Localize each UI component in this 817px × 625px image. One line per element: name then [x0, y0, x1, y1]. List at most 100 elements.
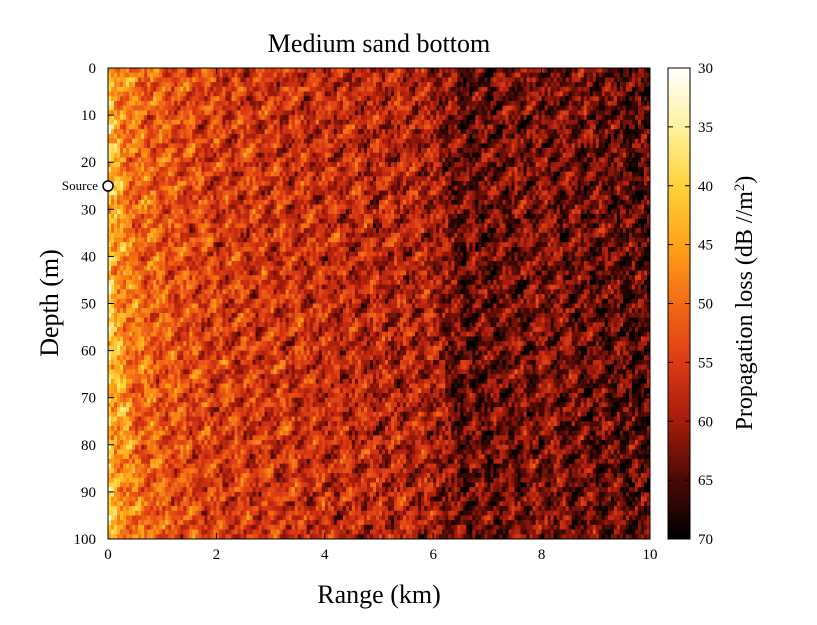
heatmap-cell	[508, 115, 513, 121]
heatmap-cell	[129, 119, 133, 126]
heatmap-cell	[637, 82, 642, 88]
heatmap-cell	[207, 82, 211, 88]
heatmap-cell	[646, 171, 650, 177]
heatmap-cell	[475, 100, 479, 107]
heatmap-cell	[132, 105, 136, 111]
heatmap-cell	[451, 181, 455, 187]
heatmap-cell	[583, 96, 588, 102]
heatmap-cell	[574, 176, 579, 182]
heatmap-cell	[484, 110, 488, 116]
heatmap-cell	[291, 185, 296, 192]
heatmap-cell	[538, 143, 543, 149]
heatmap-cell	[496, 129, 501, 135]
heatmap-cell	[234, 171, 239, 177]
heatmap-cell	[273, 68, 278, 74]
heatmap-cell	[333, 129, 338, 135]
heatmap-cell	[505, 171, 510, 177]
heatmap-cell	[535, 157, 540, 163]
heatmap-cell	[505, 96, 510, 102]
heatmap-cell	[171, 86, 175, 93]
heatmap-cell	[469, 195, 473, 201]
heatmap-cell	[141, 86, 145, 93]
heatmap-cell	[415, 181, 419, 187]
heatmap-cell	[318, 105, 323, 111]
heatmap-cell	[114, 166, 118, 173]
heatmap-cell	[201, 68, 205, 74]
heatmap-cell	[303, 82, 308, 88]
heatmap-cell	[640, 86, 645, 93]
heatmap-cell	[400, 181, 404, 187]
heatmap-cell	[535, 124, 540, 130]
heatmap-cell	[330, 185, 335, 192]
heatmap-cell	[138, 143, 142, 149]
heatmap-cell	[481, 181, 485, 187]
heatmap-cell	[183, 100, 187, 107]
heatmap-cell	[315, 105, 320, 111]
heatmap-cell	[418, 115, 422, 121]
heatmap-cell	[418, 181, 422, 187]
heatmap-cell	[478, 138, 482, 144]
heatmap-cell	[571, 129, 576, 135]
heatmap-cell	[628, 162, 633, 168]
heatmap-cell	[264, 124, 269, 130]
heatmap-cell	[321, 96, 326, 102]
heatmap-cell	[442, 124, 446, 130]
heatmap-cell	[288, 100, 293, 107]
heatmap-cell	[327, 96, 332, 102]
heatmap-cell	[294, 181, 299, 187]
heatmap-cell	[550, 77, 555, 83]
heatmap-cell	[646, 166, 650, 173]
heatmap-cell	[385, 148, 389, 154]
heatmap-cell	[198, 119, 202, 126]
heatmap-cell	[114, 171, 118, 177]
heatmap-cell	[369, 143, 374, 149]
heatmap-cell	[294, 176, 299, 182]
heatmap-cell	[252, 115, 257, 121]
heatmap-cell	[616, 100, 621, 107]
heatmap-cell	[225, 157, 230, 163]
heatmap-cell	[409, 96, 413, 102]
heatmap-cell	[490, 176, 495, 182]
heatmap-cell	[204, 195, 208, 201]
heatmap-cell	[216, 68, 221, 74]
heatmap-cell	[472, 157, 476, 163]
heatmap-cell	[363, 157, 368, 163]
heatmap-cell	[249, 110, 254, 116]
heatmap-cell	[279, 143, 284, 149]
heatmap-cell	[439, 68, 443, 74]
heatmap-cell	[330, 110, 335, 116]
heatmap-cell	[517, 185, 522, 192]
heatmap-cell	[120, 110, 124, 116]
heatmap-cell	[252, 100, 257, 107]
heatmap-cell	[363, 110, 368, 116]
heatmap-cell	[183, 124, 187, 130]
heatmap-cell	[592, 176, 597, 182]
heatmap-cell	[306, 185, 311, 192]
heatmap-cell	[186, 100, 190, 107]
heatmap-cell	[457, 100, 461, 107]
heatmap-cell	[529, 68, 534, 74]
heatmap-cell	[354, 176, 359, 182]
heatmap-cell	[466, 105, 470, 111]
heatmap-cell	[222, 68, 227, 74]
heatmap-cell	[406, 72, 410, 79]
heatmap-cell	[583, 176, 588, 182]
heatmap-cell	[613, 77, 618, 83]
heatmap-cell	[640, 166, 645, 173]
heatmap-cell	[379, 82, 383, 88]
heatmap-cell	[520, 82, 525, 88]
heatmap-cell	[144, 138, 148, 144]
heatmap-cell	[631, 185, 636, 192]
heatmap-cell	[312, 133, 317, 140]
heatmap-cell	[141, 152, 145, 159]
heatmap-cell	[201, 133, 205, 140]
heatmap-cell	[366, 152, 371, 159]
heatmap-cell	[156, 148, 160, 154]
heatmap-cell	[616, 110, 621, 116]
heatmap-cell	[490, 100, 495, 107]
heatmap-cell	[309, 166, 314, 173]
heatmap-cell	[171, 157, 175, 163]
heatmap-cell	[457, 148, 461, 154]
heatmap-cell	[523, 171, 528, 177]
heatmap-cell	[622, 152, 627, 159]
